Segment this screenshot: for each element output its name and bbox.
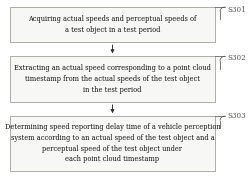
Text: S301: S301 [228, 6, 246, 14]
Text: S303: S303 [228, 112, 246, 120]
Text: Acquiring actual speeds and perceptual speeds of
a test object in a test period: Acquiring actual speeds and perceptual s… [28, 15, 197, 34]
Text: S302: S302 [228, 54, 246, 62]
FancyBboxPatch shape [10, 116, 215, 171]
Text: Extracting an actual speed corresponding to a point cloud
timestamp from the act: Extracting an actual speed corresponding… [14, 64, 211, 94]
Text: Determining speed reporting delay time of a vehicle perception
system according : Determining speed reporting delay time o… [5, 123, 220, 164]
FancyBboxPatch shape [10, 56, 215, 102]
FancyBboxPatch shape [10, 7, 215, 42]
